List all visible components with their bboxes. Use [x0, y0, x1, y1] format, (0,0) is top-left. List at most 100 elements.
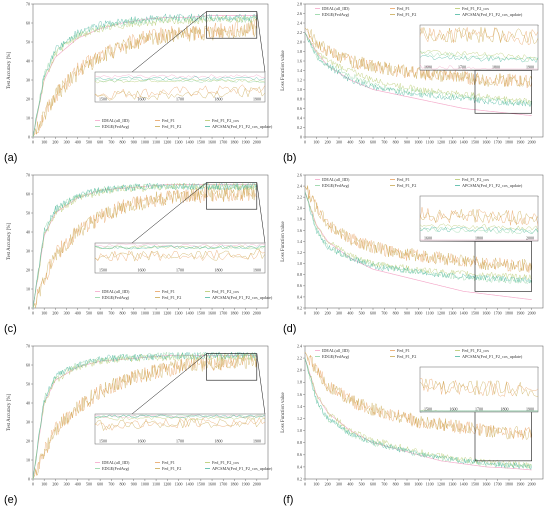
legend-label-e: Fed_F1: [162, 460, 175, 465]
y-tick-label-d: 2.4: [297, 183, 302, 188]
inset-x-tick-label-e: 1500: [99, 439, 107, 444]
x-tick-label-f: 1500: [471, 482, 479, 487]
series-line-f: [304, 358, 532, 471]
x-tick-label-d: 1200: [437, 311, 445, 316]
series-line-b: [304, 27, 532, 88]
y-tick-label-a: 0: [28, 134, 30, 139]
x-tick-label-f: 0: [304, 482, 306, 487]
x-tick-label-d: 300: [336, 311, 342, 316]
legend-label-b: Fed_F1: [397, 6, 410, 11]
y-tick-label-c: 70: [26, 172, 30, 177]
y-tick-label-b: 1.8: [297, 49, 302, 54]
inset-x-tick-label-f: 1800: [501, 407, 509, 412]
inset-series-line-d: [419, 209, 539, 225]
x-tick-label-c: 1600: [208, 311, 216, 316]
legend-label-f: APCSMA(Fed_F1_F2_cos_update): [462, 354, 523, 359]
legend-label-a: Fed_F1_F2: [162, 124, 181, 129]
x-tick-label-d: 400: [347, 311, 353, 316]
zoom-region-b: [474, 70, 532, 114]
series-line-f: [304, 358, 532, 469]
x-tick-label-f: 1000: [414, 482, 422, 487]
x-tick-label-b: 800: [393, 140, 399, 145]
inset-series-line-e: [94, 414, 266, 419]
x-tick-label-b: 1800: [505, 140, 513, 145]
inset-series-line-e: [94, 416, 266, 421]
x-tick-label-a: 600: [97, 140, 103, 145]
x-tick-label-f: 700: [381, 482, 387, 487]
inset-x-tick-label-b: 1600: [424, 65, 432, 70]
y-tick-label-f: 2.4: [297, 343, 302, 348]
x-tick-label-e: 1500: [197, 482, 205, 487]
x-tick-label-e: 800: [120, 482, 126, 487]
legend-label-a: Fed_F1: [162, 118, 175, 123]
x-tick-label-a: 0: [32, 140, 34, 145]
x-tick-label-b: 300: [336, 140, 342, 145]
panel-label-e: (e): [4, 494, 18, 506]
chart-panel-e: 0 10 20 30 40 50 60 70 Test Accuracy [%] 0 100 200 3…: [0, 342, 275, 513]
y-tick-label-a: 70: [26, 1, 30, 6]
y-tick-label-a: 20: [26, 96, 30, 101]
x-tick-label-d: 500: [359, 311, 365, 316]
chart-d-svg: 0.2 0.4 0.6 0.8 1.0 1.2 1.4 1.6 1.8 2.0 2.2 2.4 2.6 L…: [281, 172, 544, 316]
x-tick-label-c: 1400: [186, 311, 194, 316]
inset-series-line-f: [419, 378, 539, 397]
x-tick-label-b: 1700: [494, 140, 502, 145]
x-tick-label-f: 1300: [448, 482, 456, 487]
x-tick-label-b: 900: [404, 140, 410, 145]
y-tick-label-d: 0.8: [297, 272, 302, 277]
y-tick-label-e: 10: [26, 457, 30, 462]
x-tick-label-d: 600: [370, 311, 376, 316]
x-tick-label-b: 0: [304, 140, 306, 145]
chart-panel-c: 0 10 20 30 40 50 60 70 Test Accuracy [%] 0 100 200 3…: [0, 171, 275, 342]
y-tick-label-f: 1.2: [297, 416, 302, 421]
zoom-region-d: [474, 241, 532, 292]
x-tick-label-a: 1500: [197, 140, 205, 145]
x-tick-label-c: 500: [86, 311, 92, 316]
y-tick-label-d: 1.6: [297, 228, 302, 233]
legend-label-c: IDEAL(all_IID): [102, 289, 130, 294]
inset-x-tick-label-d: 2000: [526, 236, 534, 241]
x-tick-label-e: 1300: [174, 482, 182, 487]
y-tick-label-a: 60: [26, 20, 30, 25]
panel-label-d: (d): [283, 323, 297, 335]
x-tick-label-f: 400: [347, 482, 353, 487]
x-tick-label-c: 0: [32, 311, 34, 316]
x-tick-label-d: 0: [304, 311, 306, 316]
inset-series-line-a: [94, 84, 266, 99]
inset-x-tick-label-a: 1700: [176, 97, 184, 102]
inset-x-tick-label-e: 1900: [253, 439, 261, 444]
series-line-d: [304, 191, 532, 284]
inset-series-line-c: [94, 249, 266, 262]
legend-label-b: EDGE(FedAvg): [322, 12, 350, 17]
zoom-region-e: [206, 353, 258, 381]
zoom-region-c: [206, 182, 258, 210]
chart-panel-a: 0 10 20 30 40 50 60 70 Test Accuracy [%] 0 100 200 3…: [0, 0, 275, 171]
plot-frame-e: [32, 345, 269, 480]
series-line-a: [32, 21, 258, 138]
inset-series-line-b: [419, 49, 539, 61]
inset-x-tick-label-a: 1600: [138, 97, 146, 102]
x-tick-label-e: 900: [131, 482, 137, 487]
inset-x-tick-label-d: 1600: [424, 236, 432, 241]
chart-b-svg: 0 0.2 0.4 0.6 0.8 1.0 1.2 1.4 1.6 1.8 2.0 2.2 2.4 2.6…: [281, 1, 544, 145]
series-line-a: [32, 15, 257, 138]
x-tick-label-a: 800: [120, 140, 126, 145]
x-tick-label-e: 1200: [163, 482, 171, 487]
panel-label-a: (a): [4, 152, 18, 164]
x-tick-label-f: 1700: [494, 482, 502, 487]
y-axis-title-a: Test Accuracy [%]: [7, 52, 12, 89]
y-tick-label-f: 0.2: [297, 476, 302, 481]
x-tick-label-e: 1000: [141, 482, 149, 487]
inset-series-line-b: [419, 26, 539, 45]
x-tick-label-d: 1700: [494, 311, 502, 316]
x-tick-label-f: 100: [313, 482, 319, 487]
y-tick-label-f: 0.4: [297, 464, 302, 469]
inset-series-line-b: [420, 51, 539, 62]
y-tick-label-a: 10: [26, 115, 30, 120]
x-tick-label-c: 800: [120, 311, 126, 316]
y-tick-label-d: 2.6: [297, 172, 302, 177]
series-line-f: [304, 357, 532, 471]
series-line-a: [32, 15, 258, 138]
x-tick-label-b: 1200: [437, 140, 445, 145]
y-axis-title-c: Test Accuracy [%]: [7, 223, 12, 260]
